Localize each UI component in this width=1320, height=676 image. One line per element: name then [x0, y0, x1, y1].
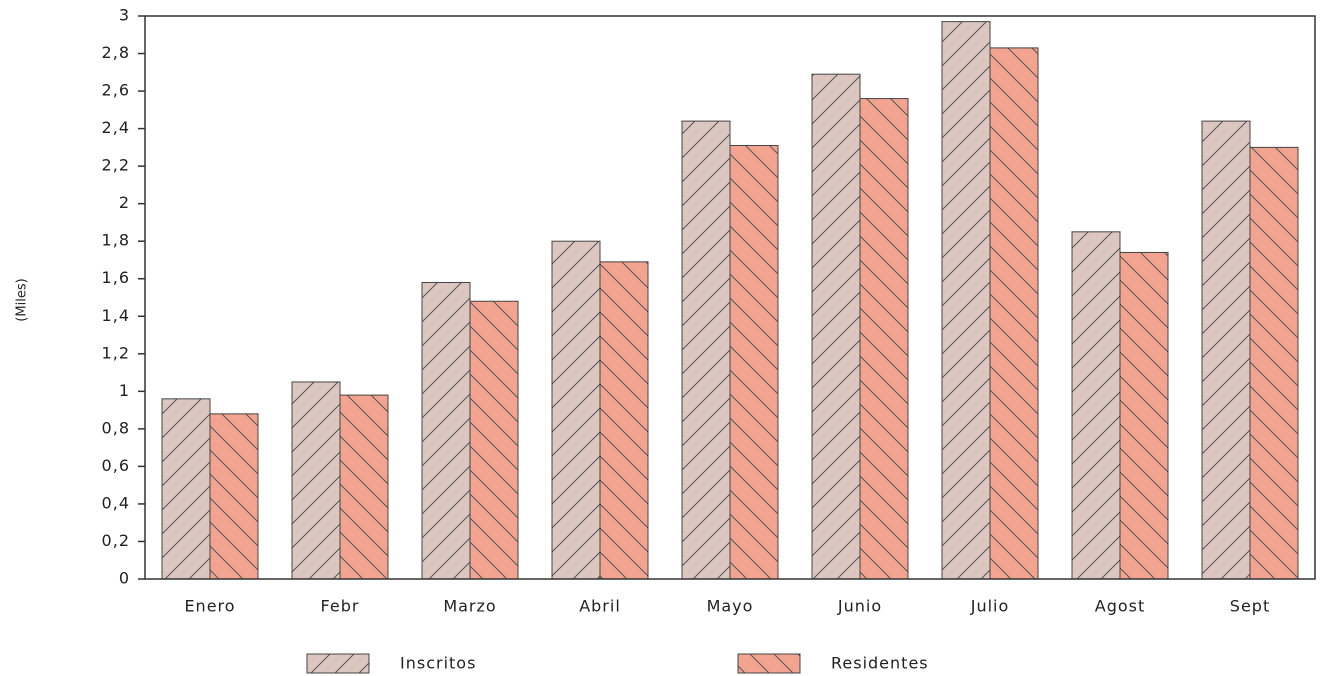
x-tick-label: Mayo — [707, 597, 754, 616]
bar — [421, 281, 471, 580]
bar — [209, 413, 259, 580]
y-tick-label: 0,6 — [102, 456, 130, 475]
y-tick-label: 2 — [119, 193, 130, 212]
x-tick-label: Marzo — [443, 597, 496, 616]
bar — [469, 300, 519, 580]
bar — [551, 240, 601, 580]
bar — [291, 381, 341, 580]
bar — [859, 98, 909, 580]
x-tick-label: Enero — [184, 597, 235, 616]
legend-swatch — [737, 653, 801, 674]
x-tick-label: Junio — [837, 597, 882, 616]
y-tick-label: 2,6 — [102, 81, 130, 100]
bar — [1071, 231, 1121, 580]
bar — [729, 144, 779, 580]
bar — [681, 120, 731, 580]
legend-label: Residentes — [831, 654, 929, 673]
bar — [599, 261, 649, 580]
bar — [811, 73, 861, 580]
x-tick-label: Agost — [1095, 597, 1146, 616]
y-tick-label: 3 — [119, 6, 130, 25]
y-tick-label: 0,8 — [102, 418, 130, 437]
x-tick-label: Febr — [321, 597, 360, 616]
bar — [1119, 251, 1169, 580]
plot-frame — [144, 15, 1316, 580]
bar — [161, 398, 211, 580]
y-tick-label: 0 — [119, 569, 130, 588]
legend-label: Inscritos — [400, 654, 476, 673]
y-tick-label: 2,2 — [102, 156, 130, 175]
x-tick-label: Sept — [1230, 597, 1270, 616]
x-tick-label: Julio — [970, 597, 1010, 616]
x-tick-label: Abril — [579, 597, 621, 616]
y-tick-label: 1 — [119, 381, 130, 400]
y-tick-label: 0,4 — [102, 493, 130, 512]
y-tick-label: 1,8 — [102, 231, 130, 250]
legend-swatch — [306, 653, 370, 674]
bar — [339, 394, 389, 580]
y-tick-label: 1,6 — [102, 268, 130, 287]
y-tick-label: 2,8 — [102, 43, 130, 62]
bar — [989, 47, 1039, 580]
bar — [941, 21, 991, 580]
bar — [1201, 120, 1251, 580]
y-tick-label: 0,2 — [102, 531, 130, 550]
y-axis-label: (Miles) — [15, 278, 30, 321]
y-tick-label: 1,2 — [102, 343, 130, 362]
y-tick-label: 1,4 — [102, 306, 130, 325]
y-tick-label: 2,4 — [102, 118, 130, 137]
bar — [1249, 146, 1299, 580]
